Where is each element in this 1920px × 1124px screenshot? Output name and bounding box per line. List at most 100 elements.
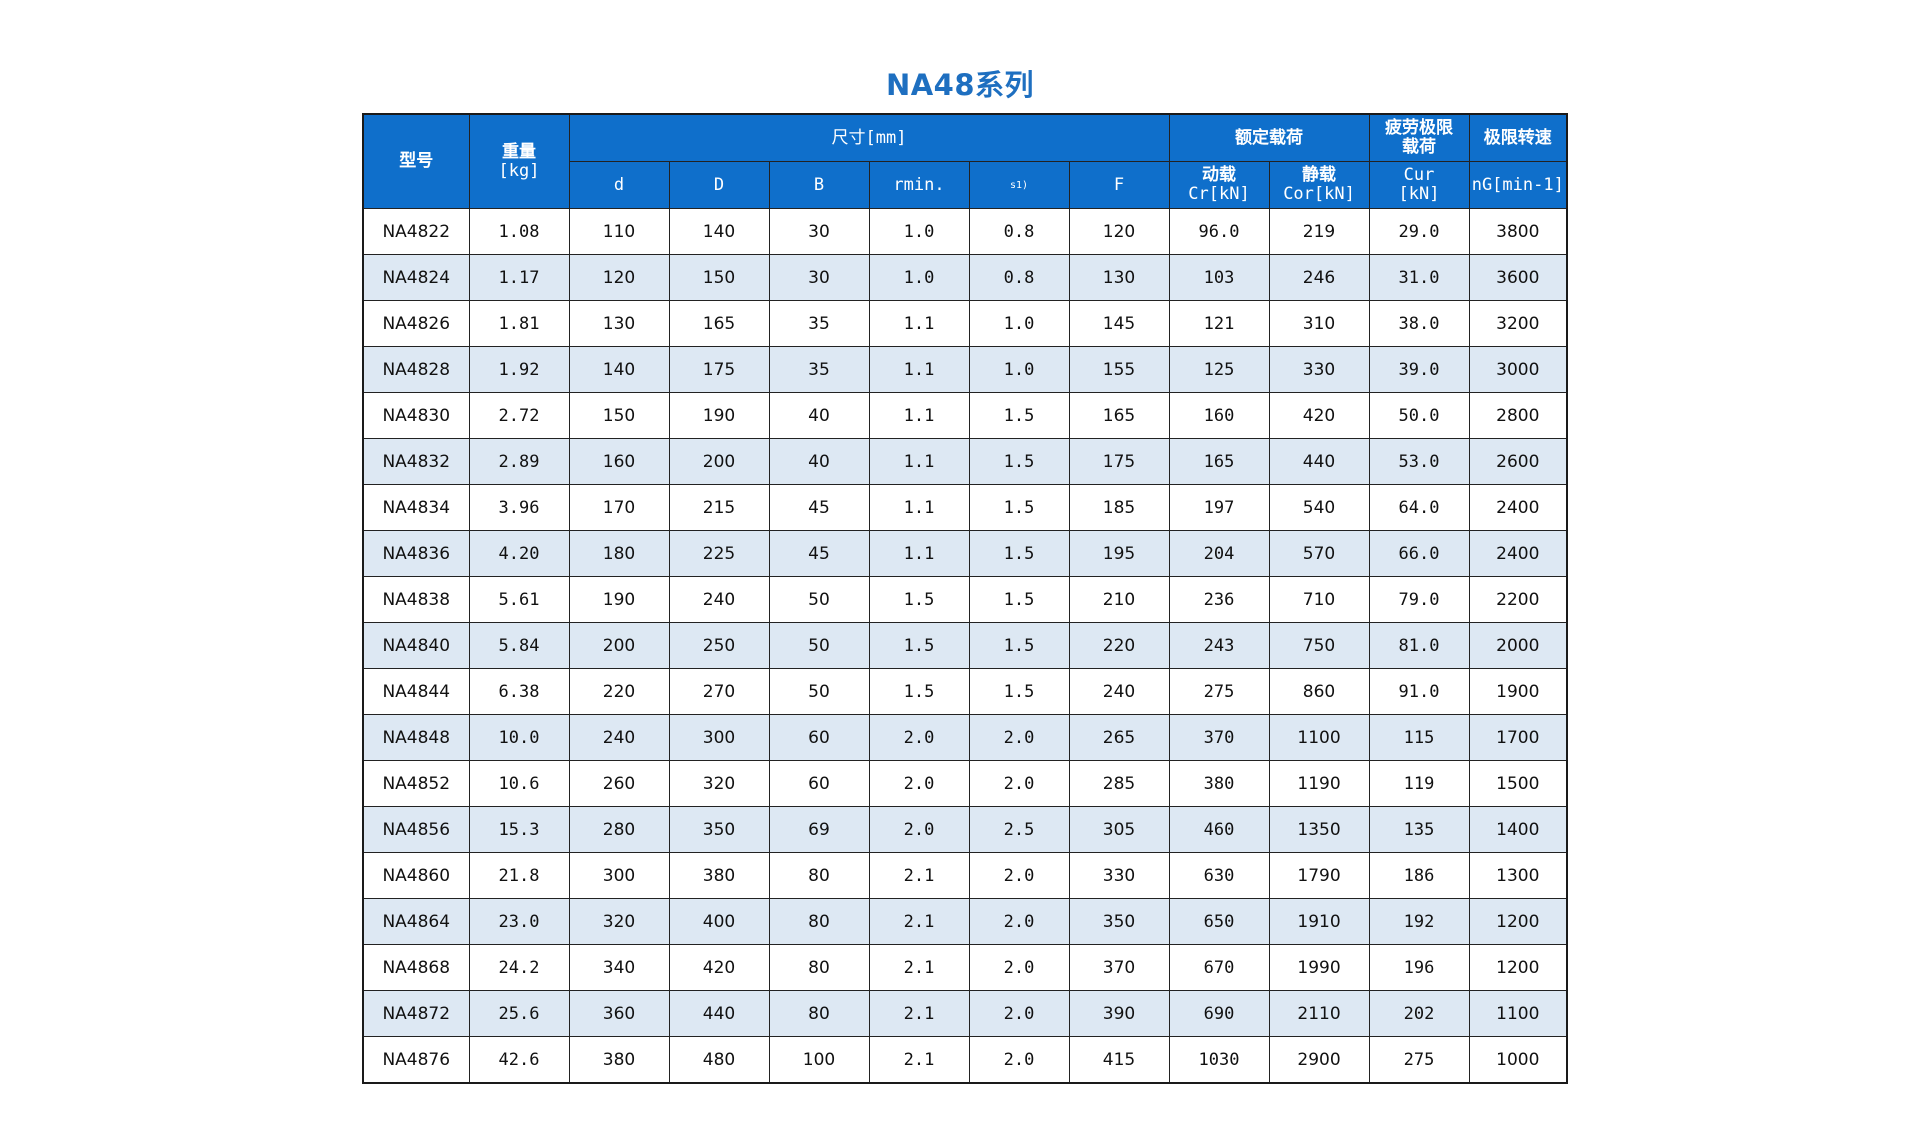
cell-model: NA4872 bbox=[362, 990, 470, 1037]
cell-rmin: 2.1 bbox=[868, 944, 970, 991]
cell-B: 100 bbox=[768, 1036, 870, 1084]
cell-rmin: 1.1 bbox=[868, 392, 970, 439]
cell-D-outer: 215 bbox=[668, 484, 770, 531]
cell-limit-speed: 2600 bbox=[1468, 438, 1568, 485]
cell-dynamic-load: 197 bbox=[1168, 484, 1270, 531]
table-body: NA4822 1.08 110 140 30 1.0 0.8 120 96.0 219 29.0 38… bbox=[362, 208, 1568, 1084]
cell-static-load: 860 bbox=[1268, 668, 1370, 715]
cell-d: 110 bbox=[568, 208, 670, 255]
cell-d: 220 bbox=[568, 668, 670, 715]
cell-d: 240 bbox=[568, 714, 670, 761]
cell-F: 330 bbox=[1068, 852, 1170, 899]
cell-F: 120 bbox=[1068, 208, 1170, 255]
cell-limit-speed: 1500 bbox=[1468, 760, 1568, 807]
cell-limit-speed: 2000 bbox=[1468, 622, 1568, 669]
cell-static-load: 1910 bbox=[1268, 898, 1370, 945]
cell-weight: 3.96 bbox=[468, 484, 570, 531]
cell-weight: 4.20 bbox=[468, 530, 570, 577]
cell-s: 2.0 bbox=[968, 898, 1070, 945]
cell-F: 285 bbox=[1068, 760, 1170, 807]
cell-limit-speed: 1000 bbox=[1468, 1036, 1568, 1084]
cell-rmin: 2.1 bbox=[868, 990, 970, 1037]
cell-s: 2.0 bbox=[968, 990, 1070, 1037]
cell-model: NA4856 bbox=[362, 806, 470, 853]
table-row: NA4830 2.72 150 190 40 1.1 1.5 165 160 420 50.0 280… bbox=[362, 392, 1568, 439]
cell-dynamic-load: 160 bbox=[1168, 392, 1270, 439]
cell-dynamic-load: 243 bbox=[1168, 622, 1270, 669]
cell-fatigue-load: 50.0 bbox=[1368, 392, 1470, 439]
cell-s: 1.5 bbox=[968, 392, 1070, 439]
cell-s: 1.5 bbox=[968, 438, 1070, 485]
table-row: NA4876 42.6 380 480 100 2.1 2.0 415 1030 2900 275 1… bbox=[362, 1036, 1568, 1084]
cell-model: NA4864 bbox=[362, 898, 470, 945]
cell-weight: 1.92 bbox=[468, 346, 570, 393]
cell-limit-speed: 2200 bbox=[1468, 576, 1568, 623]
cell-F: 265 bbox=[1068, 714, 1170, 761]
cell-static-load: 219 bbox=[1268, 208, 1370, 255]
cell-weight: 2.89 bbox=[468, 438, 570, 485]
cell-fatigue-load: 119 bbox=[1368, 760, 1470, 807]
cell-fatigue-load: 64.0 bbox=[1368, 484, 1470, 531]
cell-static-load: 310 bbox=[1268, 300, 1370, 347]
table-row: NA4868 24.2 340 420 80 2.1 2.0 370 670 1990 196 120… bbox=[362, 944, 1568, 991]
cell-rmin: 1.1 bbox=[868, 484, 970, 531]
cell-D-outer: 320 bbox=[668, 760, 770, 807]
cell-d: 170 bbox=[568, 484, 670, 531]
header-model: 型号 bbox=[362, 113, 470, 209]
cell-d: 140 bbox=[568, 346, 670, 393]
header-static-load: 静载 Cor[kN] bbox=[1268, 161, 1370, 209]
cell-dynamic-load: 204 bbox=[1168, 530, 1270, 577]
table-header: 型号 重量 [kg] 尺寸[mm] 额定载荷 疲劳极限 载荷 极限转速 d D … bbox=[362, 113, 1568, 209]
cell-dynamic-load: 1030 bbox=[1168, 1036, 1270, 1084]
cell-D-outer: 300 bbox=[668, 714, 770, 761]
cell-s: 0.8 bbox=[968, 254, 1070, 301]
cell-s: 1.5 bbox=[968, 622, 1070, 669]
header-fatigue-unit-cell: Cur [kN] bbox=[1368, 161, 1470, 209]
cell-dynamic-load: 236 bbox=[1168, 576, 1270, 623]
cell-d: 380 bbox=[568, 1036, 670, 1084]
cell-F: 370 bbox=[1068, 944, 1170, 991]
cell-s: 1.5 bbox=[968, 576, 1070, 623]
table-row: NA4840 5.84 200 250 50 1.5 1.5 220 243 750 81.0 200… bbox=[362, 622, 1568, 669]
cell-model: NA4828 bbox=[362, 346, 470, 393]
cell-model: NA4844 bbox=[362, 668, 470, 715]
table-row: NA4848 10.0 240 300 60 2.0 2.0 265 370 1100 115 170… bbox=[362, 714, 1568, 761]
cell-weight: 10.6 bbox=[468, 760, 570, 807]
cell-s: 2.0 bbox=[968, 760, 1070, 807]
cell-static-load: 2110 bbox=[1268, 990, 1370, 1037]
cell-weight: 5.84 bbox=[468, 622, 570, 669]
cell-limit-speed: 1900 bbox=[1468, 668, 1568, 715]
cell-model: NA4832 bbox=[362, 438, 470, 485]
cell-D-outer: 165 bbox=[668, 300, 770, 347]
cell-rmin: 1.0 bbox=[868, 208, 970, 255]
cell-dynamic-load: 370 bbox=[1168, 714, 1270, 761]
cell-fatigue-load: 66.0 bbox=[1368, 530, 1470, 577]
cell-dynamic-load: 460 bbox=[1168, 806, 1270, 853]
cell-dynamic-load: 380 bbox=[1168, 760, 1270, 807]
cell-d: 120 bbox=[568, 254, 670, 301]
cell-s: 2.0 bbox=[968, 1036, 1070, 1084]
table-row: NA4834 3.96 170 215 45 1.1 1.5 185 197 540 64.0 240… bbox=[362, 484, 1568, 531]
header-fatigue-limit: 疲劳极限 载荷 bbox=[1368, 113, 1470, 162]
cell-limit-speed: 3800 bbox=[1468, 208, 1568, 255]
cell-D-outer: 250 bbox=[668, 622, 770, 669]
cell-static-load: 420 bbox=[1268, 392, 1370, 439]
cell-weight: 21.8 bbox=[468, 852, 570, 899]
table-row: NA4864 23.0 320 400 80 2.1 2.0 350 650 1910 192 120… bbox=[362, 898, 1568, 945]
cell-dynamic-load: 103 bbox=[1168, 254, 1270, 301]
cell-fatigue-load: 202 bbox=[1368, 990, 1470, 1037]
cell-d: 200 bbox=[568, 622, 670, 669]
cell-model: NA4868 bbox=[362, 944, 470, 991]
cell-limit-speed: 2400 bbox=[1468, 484, 1568, 531]
cell-weight: 24.2 bbox=[468, 944, 570, 991]
table-row: NA4852 10.6 260 320 60 2.0 2.0 285 380 1190 119 150… bbox=[362, 760, 1568, 807]
table-row: NA4826 1.81 130 165 35 1.1 1.0 145 121 310 38.0 320… bbox=[362, 300, 1568, 347]
cell-s: 1.5 bbox=[968, 668, 1070, 715]
cell-weight: 2.72 bbox=[468, 392, 570, 439]
cell-F: 130 bbox=[1068, 254, 1170, 301]
cell-B: 35 bbox=[768, 300, 870, 347]
cell-static-load: 2900 bbox=[1268, 1036, 1370, 1084]
page-title: NA48系列 bbox=[885, 68, 1035, 102]
cell-static-load: 710 bbox=[1268, 576, 1370, 623]
cell-d: 130 bbox=[568, 300, 670, 347]
